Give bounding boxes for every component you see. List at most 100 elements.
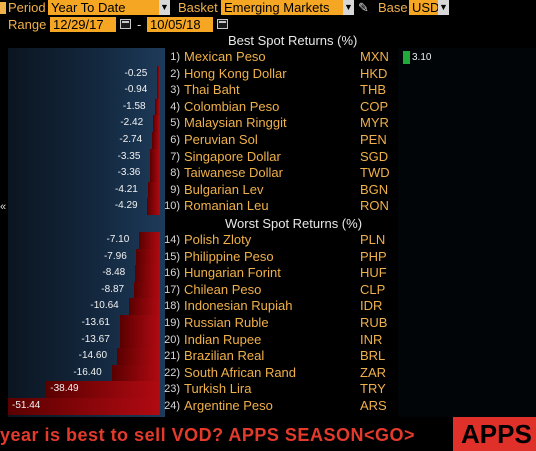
currency-code: RUB xyxy=(360,315,388,330)
currency-code: PEN xyxy=(360,132,387,147)
bar-value: -4.29 xyxy=(114,200,138,212)
row-number: 1) xyxy=(170,51,180,63)
currency-name-link[interactable]: Taiwanese Dollar xyxy=(184,165,283,181)
currency-code: RON xyxy=(360,198,389,214)
bar-value: -13.67 xyxy=(81,333,110,345)
currency-name-link[interactable]: Turkish Lira xyxy=(184,381,252,397)
currency-name-link[interactable]: Indonesian Rupiah xyxy=(184,298,293,314)
bar-brl xyxy=(116,348,160,365)
currency-code: MYR xyxy=(360,115,389,131)
currency-name-link[interactable]: Brazilian Real xyxy=(184,348,265,364)
currency-code: IDR xyxy=(360,298,383,314)
bar-value: -2.42 xyxy=(120,117,144,129)
bar-value: -7.10 xyxy=(106,234,130,245)
currency-code: PLN xyxy=(360,232,386,247)
pencil-icon[interactable]: ✎ xyxy=(358,0,369,15)
currency-code: SGD xyxy=(360,148,389,164)
row-number: 8) xyxy=(170,167,180,180)
apps-badge[interactable] xyxy=(453,417,536,451)
currency-code: TRY xyxy=(360,381,386,397)
currency-name-link[interactable]: Colombian Peso xyxy=(184,98,280,114)
period-dropdown[interactable]: Year To Date ▼ xyxy=(48,0,170,15)
bar-ars xyxy=(8,398,160,415)
row-number: 16) xyxy=(164,267,180,280)
currency-name-link[interactable]: Bulgarian Lev xyxy=(184,181,264,197)
basket-value: Emerging Markets xyxy=(224,0,330,15)
bar-value: 3.10 xyxy=(412,52,432,63)
bar-clp xyxy=(133,281,160,299)
bar-value: -7.96 xyxy=(103,250,127,262)
row-number: 3) xyxy=(170,84,180,97)
best-returns-title: Best Spot Returns (%) xyxy=(228,33,358,48)
range-end-input[interactable]: 10/05/18 xyxy=(147,17,213,32)
row-number: 19) xyxy=(164,317,180,329)
currency-code: BGN xyxy=(360,181,389,197)
row-number: 15) xyxy=(164,250,180,263)
bar-value: -16.40 xyxy=(73,366,102,378)
currency-name-link[interactable]: Polish Zloty xyxy=(184,232,252,247)
currency-code: ZAR xyxy=(360,364,386,380)
currency-code: PHP xyxy=(360,248,387,264)
currency-name-link[interactable]: Singapore Dollar xyxy=(184,148,281,164)
row-number: 22) xyxy=(164,366,180,379)
period-value: Year To Date xyxy=(51,0,126,15)
apps-badge-label: APPS xyxy=(461,419,532,449)
bar-value: -10.64 xyxy=(90,300,119,312)
currency-name-link[interactable]: Romanian Leu xyxy=(184,198,269,214)
positive-bar-panel xyxy=(398,48,536,417)
currency-name-link[interactable]: South African Rand xyxy=(184,364,297,380)
currency-name-link[interactable]: Chilean Peso xyxy=(184,281,262,297)
bar-value: -14.60 xyxy=(78,350,108,362)
chevron-down-icon: ▼ xyxy=(343,0,354,15)
bar-sgd xyxy=(150,148,160,166)
currency-code: TWD xyxy=(360,165,390,181)
row-number: 17) xyxy=(164,283,180,296)
bar-value: -1.58 xyxy=(122,100,146,112)
currency-name-link[interactable]: Hong Kong Dollar xyxy=(184,65,287,81)
row-number: 23) xyxy=(164,383,180,396)
currency-name-link[interactable]: Malaysian Ringgit xyxy=(184,115,287,131)
bar-pen xyxy=(151,132,160,149)
base-dropdown[interactable]: USD ▼ xyxy=(409,0,449,15)
bar-ron xyxy=(147,198,160,215)
row-number: 5) xyxy=(170,117,180,130)
ticker-text[interactable]: year is best to sell VOD? APPS SEASON<GO… xyxy=(0,425,415,445)
range-start-input[interactable]: 12/29/17 xyxy=(50,17,116,32)
currency-name-link[interactable]: Thai Baht xyxy=(184,82,240,98)
basket-dropdown[interactable]: Emerging Markets ▼ xyxy=(221,0,354,15)
range-label: Range xyxy=(8,17,47,32)
bar-twd xyxy=(150,165,160,182)
currency-name-link[interactable]: Peruvian Sol xyxy=(184,132,258,147)
worst-returns-title: Worst Spot Returns (%) xyxy=(225,216,363,231)
bar-bgn xyxy=(147,181,160,199)
calendar-icon[interactable] xyxy=(217,19,228,29)
bar-myr xyxy=(152,115,160,132)
calendar-icon[interactable] xyxy=(120,19,131,29)
chevron-down-icon: ▼ xyxy=(438,0,449,15)
collapse-handle-icon[interactable]: « xyxy=(0,201,7,213)
currency-name-link[interactable]: Indian Rupee xyxy=(184,331,262,347)
currency-name-link[interactable]: Hungarian Forint xyxy=(184,265,281,281)
row-number: 7) xyxy=(170,150,180,163)
bar-thb xyxy=(157,82,160,99)
row-number: 9) xyxy=(170,183,180,196)
range-separator: - xyxy=(137,17,142,32)
chevron-down-icon: ▼ xyxy=(159,0,170,15)
bar-value: -3.35 xyxy=(117,150,141,162)
period-label: Period xyxy=(8,0,46,15)
row-number: 20) xyxy=(164,333,180,346)
currency-code: THB xyxy=(360,82,386,98)
currency-name-link[interactable]: Argentine Peso xyxy=(184,398,273,413)
row-number: 24) xyxy=(164,400,180,412)
bar-php xyxy=(136,248,160,266)
bar-value: -4.21 xyxy=(115,183,138,195)
currency-name-link[interactable]: Mexican Peso xyxy=(184,49,266,64)
basket-label: Basket xyxy=(178,0,218,15)
bar-mxn xyxy=(403,51,410,64)
row-number: 14) xyxy=(164,234,180,246)
currency-name-link[interactable]: Russian Ruble xyxy=(184,315,269,330)
base-label: Base xyxy=(378,0,408,15)
currency-name-link[interactable]: Philippine Peso xyxy=(184,248,274,264)
news-ticker: year is best to sell VOD? APPS SEASON<GO… xyxy=(0,417,536,451)
bar-huf xyxy=(134,265,160,282)
